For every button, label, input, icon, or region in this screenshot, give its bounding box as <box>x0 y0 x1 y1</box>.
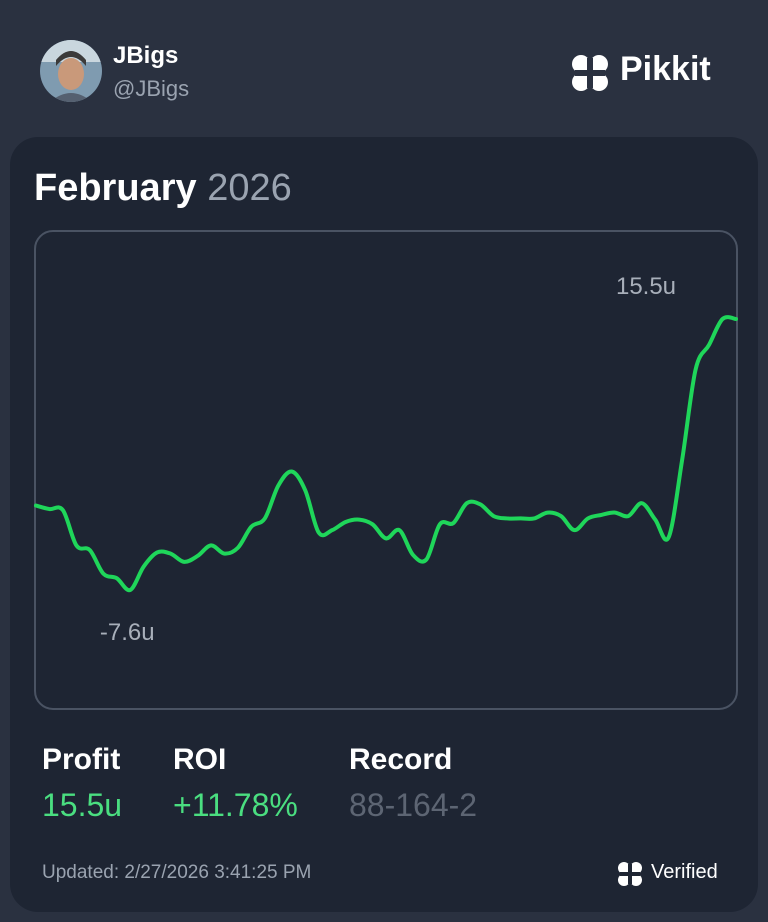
verified-label: Verified <box>651 861 718 883</box>
stat-value: 88-164-2 <box>349 787 478 823</box>
month: February <box>34 167 197 209</box>
chart-frame <box>34 230 738 710</box>
user-name: JBigs <box>113 42 179 69</box>
stat-label: ROI <box>173 743 227 776</box>
extreme-label: -7.6u <box>100 619 155 646</box>
profit-line <box>34 315 738 593</box>
chart: 15.5u -7.6u <box>34 230 738 710</box>
brand-name: Pikkit <box>620 50 711 88</box>
card: February 2026 15.5u -7.6u Profit 15.5u RO… <box>10 137 758 912</box>
year: 2026 <box>207 167 292 209</box>
verified-icon <box>618 862 642 886</box>
stat-value: +11.78% <box>173 787 298 823</box>
stat-label: Profit <box>42 743 121 776</box>
brand-logo <box>572 55 608 91</box>
card-title: February 2026 <box>34 167 292 210</box>
extreme-label: 15.5u <box>616 273 676 300</box>
updated-time: Updated: 2/27/2026 3:41:25 PM <box>42 862 312 883</box>
avatar <box>40 40 102 102</box>
stat-value: 15.5u <box>42 787 123 823</box>
user-handle: @JBigs <box>113 76 190 101</box>
stat-label: Record <box>349 743 453 776</box>
